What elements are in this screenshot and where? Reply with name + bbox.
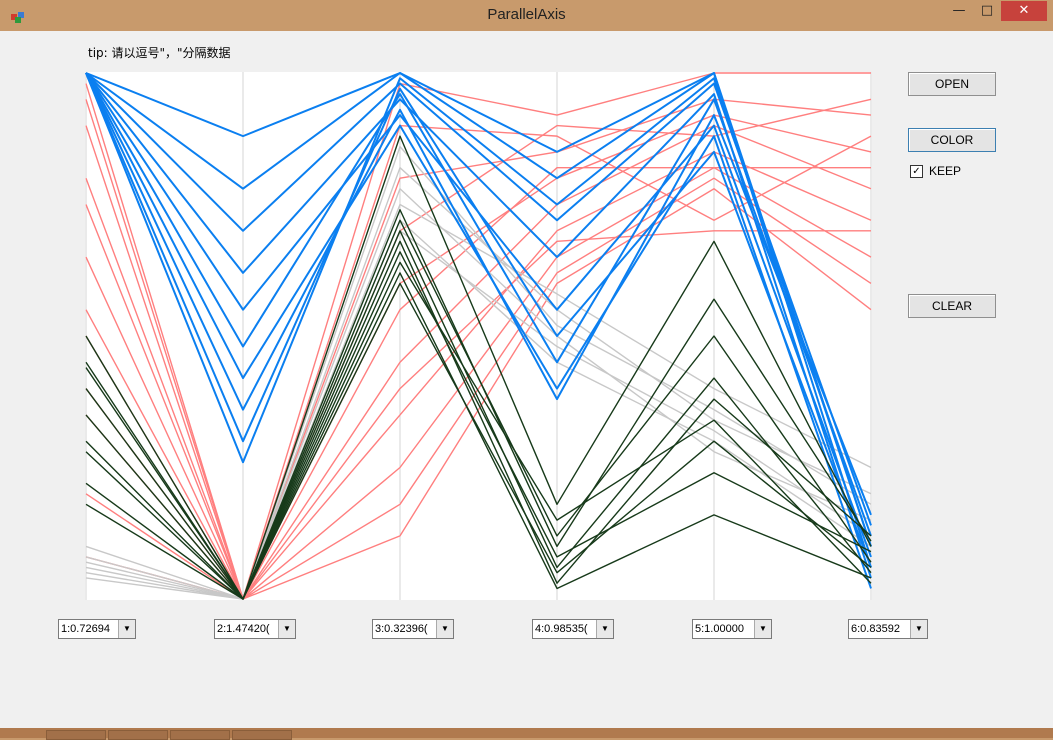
data-line <box>85 135 872 600</box>
data-line <box>85 219 872 600</box>
clear-button[interactable]: CLEAR <box>908 294 996 318</box>
series-2 <box>85 145 872 600</box>
close-button[interactable]: ✕ <box>1001 1 1047 21</box>
data-line <box>85 272 872 600</box>
chevron-down-icon[interactable]: ▼ <box>436 620 453 638</box>
data-line <box>85 72 872 589</box>
maximize-button[interactable]: □ <box>980 3 994 18</box>
axis-select-5-value: 5:1.00000 <box>695 623 744 635</box>
data-line <box>85 72 872 547</box>
axis-select-4-value: 4:0.98535( <box>535 623 588 635</box>
data-line <box>85 230 872 600</box>
axis-select-3[interactable]: 3:0.32396( ▼ <box>372 619 454 639</box>
taskbar <box>0 728 1053 740</box>
series-4 <box>85 135 872 600</box>
data-line <box>85 230 872 600</box>
chevron-down-icon[interactable]: ▼ <box>278 620 295 638</box>
chevron-down-icon[interactable]: ▼ <box>596 620 613 638</box>
data-line <box>85 261 872 600</box>
data-line <box>85 72 872 537</box>
axis-select-6[interactable]: 6:0.83592 ▼ <box>848 619 928 639</box>
data-line <box>85 177 872 600</box>
data-line <box>85 98 872 600</box>
axis-select-1-value: 1:0.72694 <box>61 623 110 635</box>
axis-select-5[interactable]: 5:1.00000 ▼ <box>692 619 772 639</box>
parallel-axis-plot[interactable] <box>85 72 872 600</box>
axis-select-4[interactable]: 4:0.98535( ▼ <box>532 619 614 639</box>
data-line <box>85 203 872 600</box>
keep-label: KEEP <box>929 164 962 178</box>
data-line <box>85 209 872 600</box>
data-line <box>85 145 872 600</box>
title-bar[interactable]: ParallelAxis — □ ✕ <box>0 0 1053 31</box>
taskbar-item[interactable] <box>170 730 230 740</box>
chevron-down-icon[interactable]: ▼ <box>910 620 927 638</box>
parallel-axis-chart <box>85 72 872 600</box>
axis-select-2-value: 2:1.47420( <box>217 623 270 635</box>
keep-checkbox-box[interactable]: ✓ <box>910 165 923 179</box>
taskbar-item[interactable] <box>232 730 292 740</box>
axis-select-2[interactable]: 2:1.47420( ▼ <box>214 619 296 639</box>
axis-select-6-value: 6:0.83592 <box>851 623 900 635</box>
data-line <box>85 230 871 600</box>
taskbar-item[interactable] <box>46 730 106 740</box>
color-button[interactable]: COLOR <box>908 128 996 152</box>
window-title: ParallelAxis <box>487 6 566 23</box>
data-line <box>85 99 872 600</box>
data-line <box>85 72 871 600</box>
data-line <box>85 282 872 600</box>
axis-select-1[interactable]: 1:0.72694 ▼ <box>58 619 136 639</box>
data-line <box>85 72 872 547</box>
data-line <box>85 240 872 600</box>
data-line <box>85 251 872 600</box>
data-line <box>85 72 872 516</box>
data-line <box>85 72 872 568</box>
tip-label: tip: 请以逗号"，"分隔数据 <box>88 46 231 60</box>
series-1 <box>85 72 872 600</box>
taskbar-item[interactable] <box>108 730 168 740</box>
data-line <box>85 114 872 600</box>
open-button[interactable]: OPEN <box>908 72 996 96</box>
data-line <box>85 166 872 600</box>
app-icon <box>11 12 24 23</box>
chevron-down-icon[interactable]: ▼ <box>118 620 135 638</box>
chevron-down-icon[interactable]: ▼ <box>754 620 771 638</box>
axis-select-3-value: 3:0.32396( <box>375 623 428 635</box>
minimize-button[interactable]: — <box>952 3 966 18</box>
keep-checkbox[interactable]: ✓ KEEP <box>910 164 962 179</box>
data-line <box>85 124 872 600</box>
series-3 <box>85 72 872 589</box>
